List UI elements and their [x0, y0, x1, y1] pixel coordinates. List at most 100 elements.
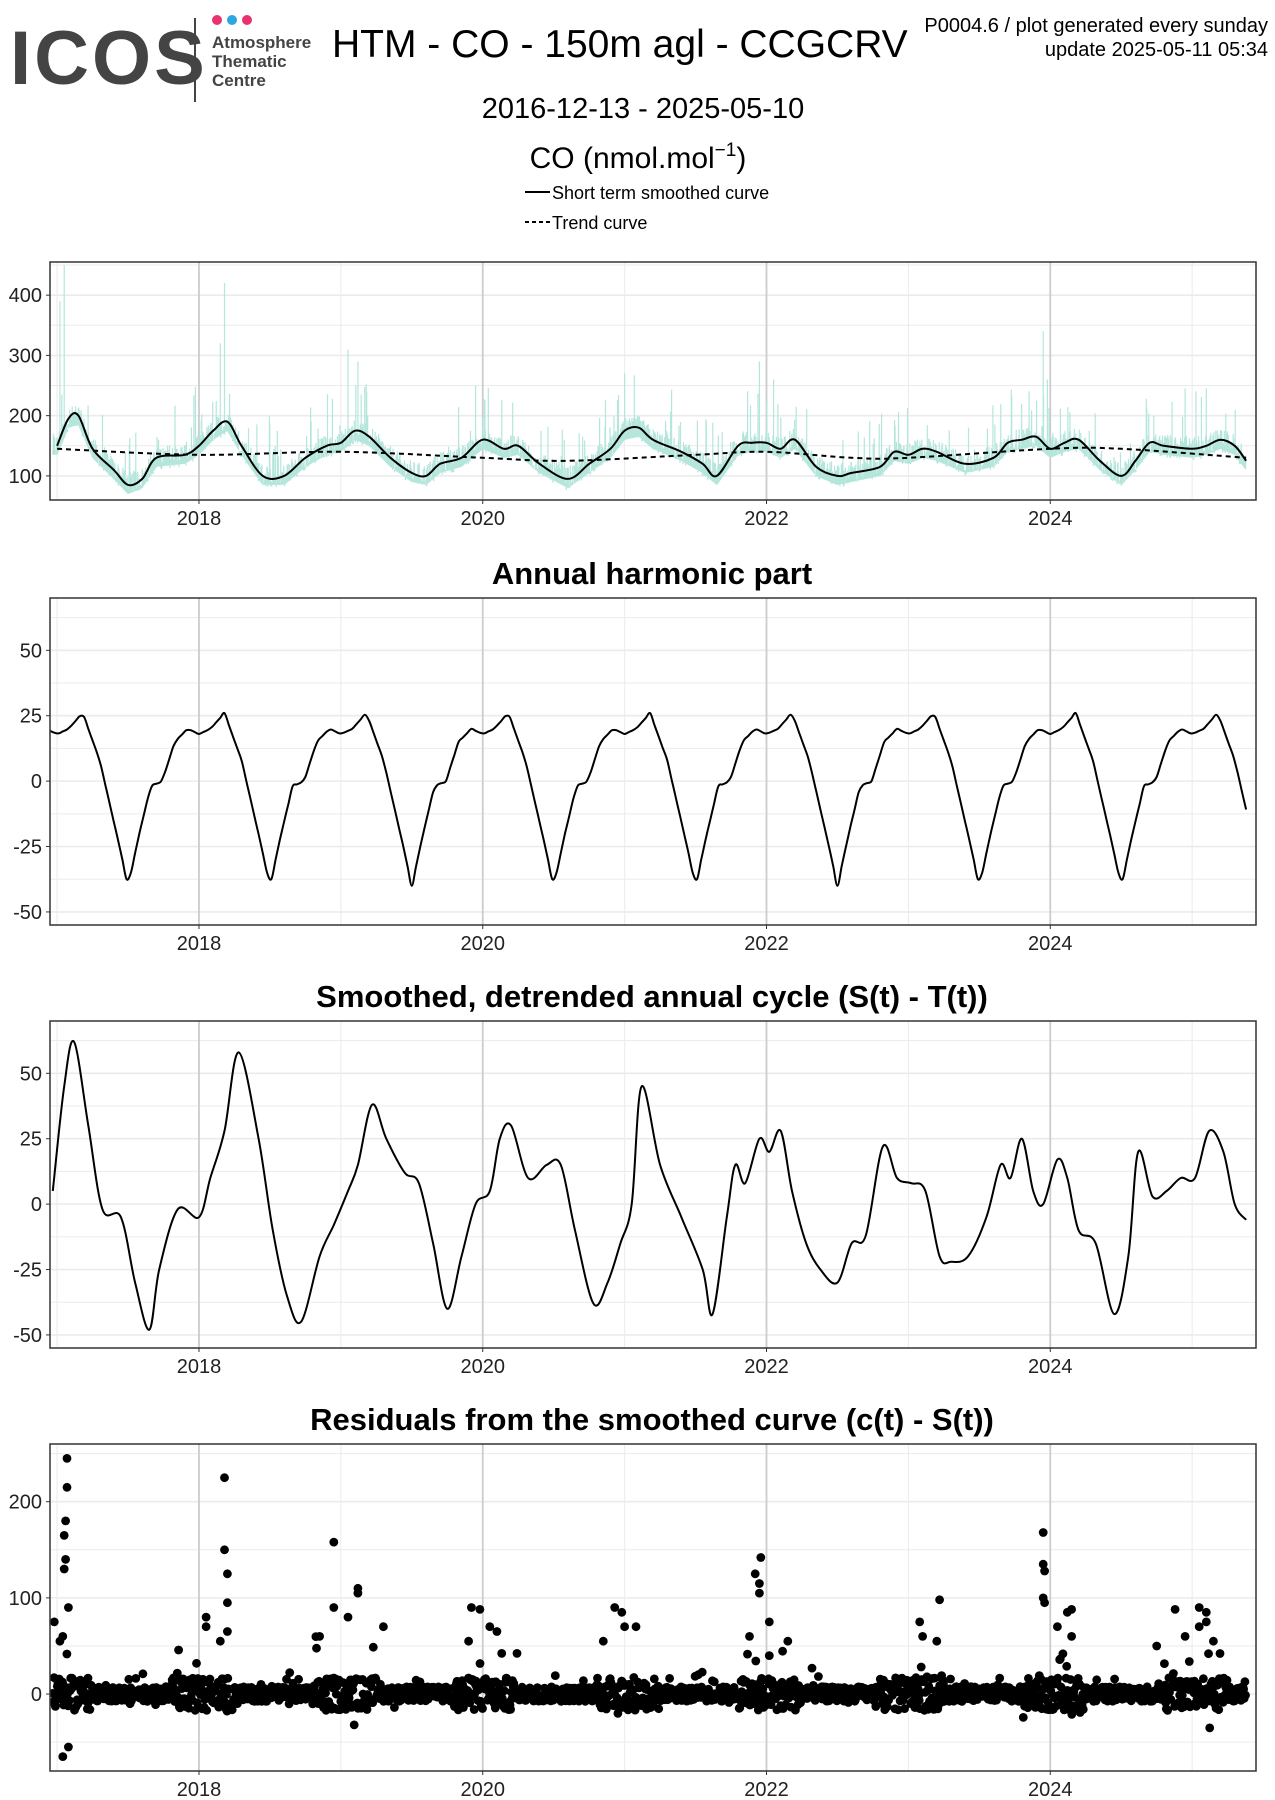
plot-area: [50, 598, 1256, 925]
x-tick-label: 2024: [1028, 933, 1073, 955]
residual-point: [755, 1588, 764, 1598]
x-tick-label: 2022: [744, 508, 789, 530]
residual-point: [138, 1669, 148, 1679]
y-tick-label: 0: [31, 771, 42, 793]
residual-point: [220, 1545, 229, 1555]
plot-content: [50, 1454, 1250, 1761]
residual-point: [506, 1705, 515, 1714]
residual-point: [654, 1704, 664, 1714]
residual-point: [368, 1698, 378, 1707]
y-tick-label: 0: [31, 1684, 42, 1706]
residual-point: [58, 1632, 68, 1641]
logo-wordmark: ICOS: [10, 16, 208, 101]
legend-label-smoothed: Short term smoothed curve: [552, 183, 769, 203]
plot-area: [50, 1444, 1256, 1771]
x-tick-label: 2018: [177, 1356, 222, 1378]
residual-point: [756, 1553, 766, 1562]
plot-area: [50, 1021, 1256, 1348]
residual-point: [631, 1622, 641, 1632]
residual-point: [995, 1673, 1005, 1683]
residual-point: [478, 1704, 487, 1713]
residual-point: [467, 1603, 476, 1612]
chart-panel-4: 0 100 200 2018 2020 2022 2024: [9, 1443, 1257, 1800]
x-tick-label: 2018: [177, 1779, 222, 1800]
y-tick-label: 50: [20, 640, 42, 662]
residual-point: [935, 1595, 944, 1605]
residual-point: [778, 1646, 787, 1656]
residual-point: [329, 1537, 339, 1547]
residual-point: [223, 1569, 232, 1579]
residual-point: [192, 1658, 201, 1668]
residual-point: [617, 1607, 627, 1617]
residual-point: [1194, 1603, 1204, 1612]
logo-divider: [194, 18, 196, 102]
x-tick-label: 2018: [177, 508, 222, 530]
residual-point: [201, 1612, 211, 1622]
y-tick-label: 400: [9, 285, 42, 307]
residual-point: [814, 1672, 823, 1681]
residual-point: [914, 1695, 924, 1705]
short-term-smoothed-curve: [56, 412, 1247, 487]
residual-point: [697, 1667, 707, 1677]
residual-point: [1040, 1598, 1049, 1608]
residual-point: [1053, 1673, 1063, 1683]
unit-label-main: CO (nmol.mol: [530, 142, 715, 175]
residual-point: [172, 1668, 182, 1678]
residual-point: [579, 1676, 588, 1686]
residual-point: [497, 1649, 507, 1658]
residual-point: [755, 1579, 764, 1588]
residual-point: [598, 1636, 608, 1646]
x-tick-label: 2018: [177, 933, 222, 955]
residual-point: [50, 1617, 59, 1627]
residual-point: [665, 1674, 674, 1683]
y-tick-label: -25: [13, 837, 42, 859]
residual-point: [1163, 1706, 1172, 1715]
residual-point: [61, 1516, 70, 1526]
panel-border: [49, 1020, 1257, 1349]
logo-sub-line1: Atmosphere: [212, 33, 311, 52]
date-range: 2016-12-13 - 2025-05-10: [482, 93, 804, 125]
residual-point: [1241, 1690, 1250, 1700]
x-tick-label: 2024: [1028, 1779, 1073, 1800]
residual-point: [499, 1686, 509, 1695]
plot-content: [50, 711, 1248, 887]
residual-point: [315, 1632, 324, 1641]
residual-point: [83, 1673, 93, 1683]
icos-logo: ICOS Atmosphere Thematic Centre: [10, 15, 311, 102]
residual-point: [131, 1674, 141, 1683]
residual-point: [751, 1656, 761, 1666]
plot-content: [51, 1039, 1247, 1331]
logo-dot-1: [212, 15, 222, 25]
panel-4-title: Residuals from the smoothed curve (c(t) …: [310, 1402, 994, 1437]
panel-border: [49, 1443, 1257, 1772]
residual-point: [1062, 1607, 1072, 1617]
residual-point: [550, 1671, 560, 1680]
residual-point: [1214, 1705, 1224, 1715]
residual-point: [497, 1694, 507, 1703]
residual-point: [220, 1473, 229, 1483]
residual-point: [1169, 1669, 1178, 1678]
detrended-cycle-curve: [51, 1039, 1247, 1331]
panel-border: [49, 261, 1257, 501]
residual-point: [59, 1564, 69, 1574]
residual-point: [932, 1636, 942, 1646]
residual-point: [65, 1696, 74, 1705]
residual-point: [64, 1742, 73, 1752]
residual-point: [620, 1622, 629, 1632]
y-tick-label: -50: [13, 902, 42, 924]
logo-sub-line2: Thematic: [212, 52, 287, 71]
residual-point: [464, 1636, 473, 1646]
residual-point: [202, 1705, 212, 1715]
residual-point: [764, 1617, 774, 1627]
residual-point: [294, 1674, 303, 1684]
residual-point: [946, 1674, 955, 1684]
chart-title: HTM - CO - 150m agl - CCGCRV: [332, 23, 908, 66]
residual-point: [1180, 1632, 1190, 1641]
y-tick-label: -50: [13, 1325, 42, 1347]
x-tick-label: 2020: [460, 933, 505, 955]
residual-point: [1184, 1657, 1194, 1666]
unit-label-close: ): [736, 142, 746, 175]
x-tick-label: 2024: [1028, 508, 1073, 530]
meta-line-1: P0004.6 / plot generated every sunday: [924, 15, 1268, 37]
